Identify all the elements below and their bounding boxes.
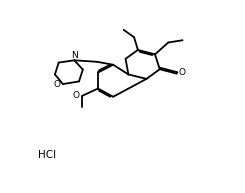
Text: HCl: HCl	[38, 150, 56, 160]
Text: O: O	[178, 69, 185, 77]
Text: O: O	[54, 80, 61, 89]
Text: O: O	[72, 91, 79, 101]
Text: N: N	[71, 51, 78, 60]
